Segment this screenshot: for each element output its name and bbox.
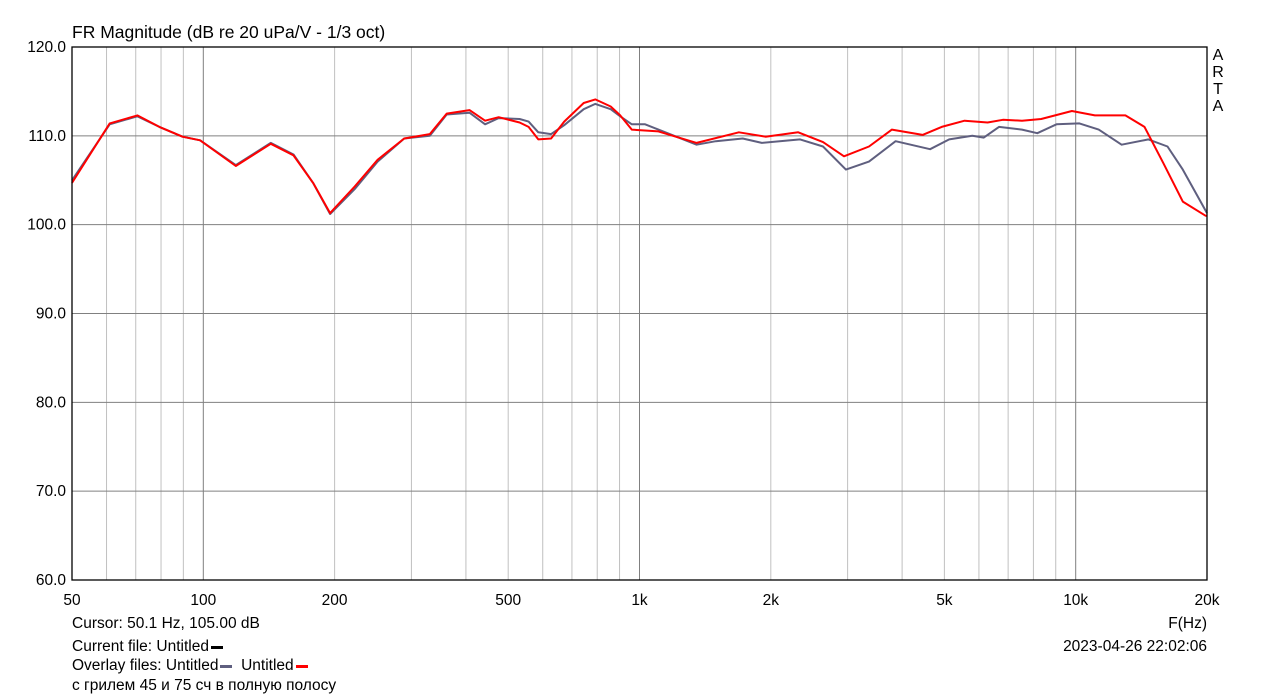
comment: с грилем 45 и 75 сч в полную полосу (72, 677, 337, 694)
x-tick-label: 1k (631, 592, 648, 609)
y-tick-label: 60.0 (36, 572, 67, 589)
x-axis-label: F(Hz) (1168, 615, 1207, 632)
x-tick-label: 5k (936, 592, 953, 609)
y-tick-label: 120.0 (27, 39, 66, 56)
current-file: Current file: Untitled (72, 638, 223, 656)
overlay-file-1-label: Overlay files: Untitled (72, 657, 219, 674)
arta-letter: R (1212, 64, 1224, 81)
x-tick-label: 50 (63, 592, 81, 609)
chart-title: FR Magnitude (dB re 20 uPa/V - 1/3 oct) (72, 22, 386, 42)
overlay-files: Overlay files: Untitled Untitled (72, 657, 308, 675)
overlay-1-swatch (220, 665, 233, 669)
curves (71, 98, 1208, 217)
x-tick-label: 10k (1063, 592, 1088, 609)
current-file-swatch (210, 646, 223, 650)
x-tick-label: 20k (1195, 592, 1220, 609)
arta-letter: T (1213, 81, 1223, 98)
y-tick-label: 90.0 (36, 306, 67, 323)
x-tick-label: 500 (495, 592, 521, 609)
datetime: 2023-04-26 22:02:06 (1063, 638, 1207, 655)
arta-letter: A (1212, 47, 1224, 64)
x-axis-ticks: 50 100 200 500 1k 2k 5k 10k 20k (63, 592, 1219, 609)
x-tick-label: 200 (322, 592, 348, 609)
cursor-readout: Cursor: 50.1 Hz, 105.00 dB (72, 615, 260, 632)
y-axis-ticks: 60.0 70.0 80.0 90.0 100.0 110.0 120.0 (27, 39, 66, 589)
x-tick-label: 100 (190, 592, 216, 609)
arta-letter: A (1212, 98, 1224, 115)
grid (72, 47, 1207, 580)
plot-frame (71, 46, 1208, 581)
current-file-label: Current file: Untitled (72, 638, 209, 655)
y-tick-label: 80.0 (36, 394, 67, 411)
overlay-2-swatch (295, 665, 308, 669)
y-tick-label: 70.0 (36, 483, 67, 500)
x-tick-label: 2k (763, 592, 780, 609)
y-tick-label: 100.0 (27, 217, 66, 234)
overlay-file-2-label: Untitled (241, 657, 294, 674)
y-tick-label: 110.0 (28, 128, 66, 145)
series-line-2 (71, 98, 1207, 217)
